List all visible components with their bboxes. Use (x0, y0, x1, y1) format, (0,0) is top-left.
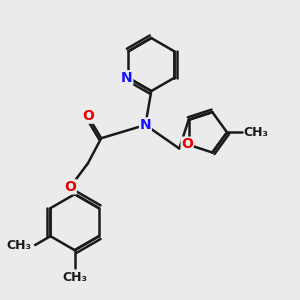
Text: N: N (140, 118, 151, 132)
Text: O: O (181, 137, 193, 151)
Text: CH₃: CH₃ (62, 272, 87, 284)
Text: N: N (121, 71, 133, 85)
Text: CH₃: CH₃ (7, 238, 32, 251)
Text: CH₃: CH₃ (243, 126, 268, 139)
Text: O: O (64, 180, 76, 194)
Text: O: O (82, 109, 94, 123)
